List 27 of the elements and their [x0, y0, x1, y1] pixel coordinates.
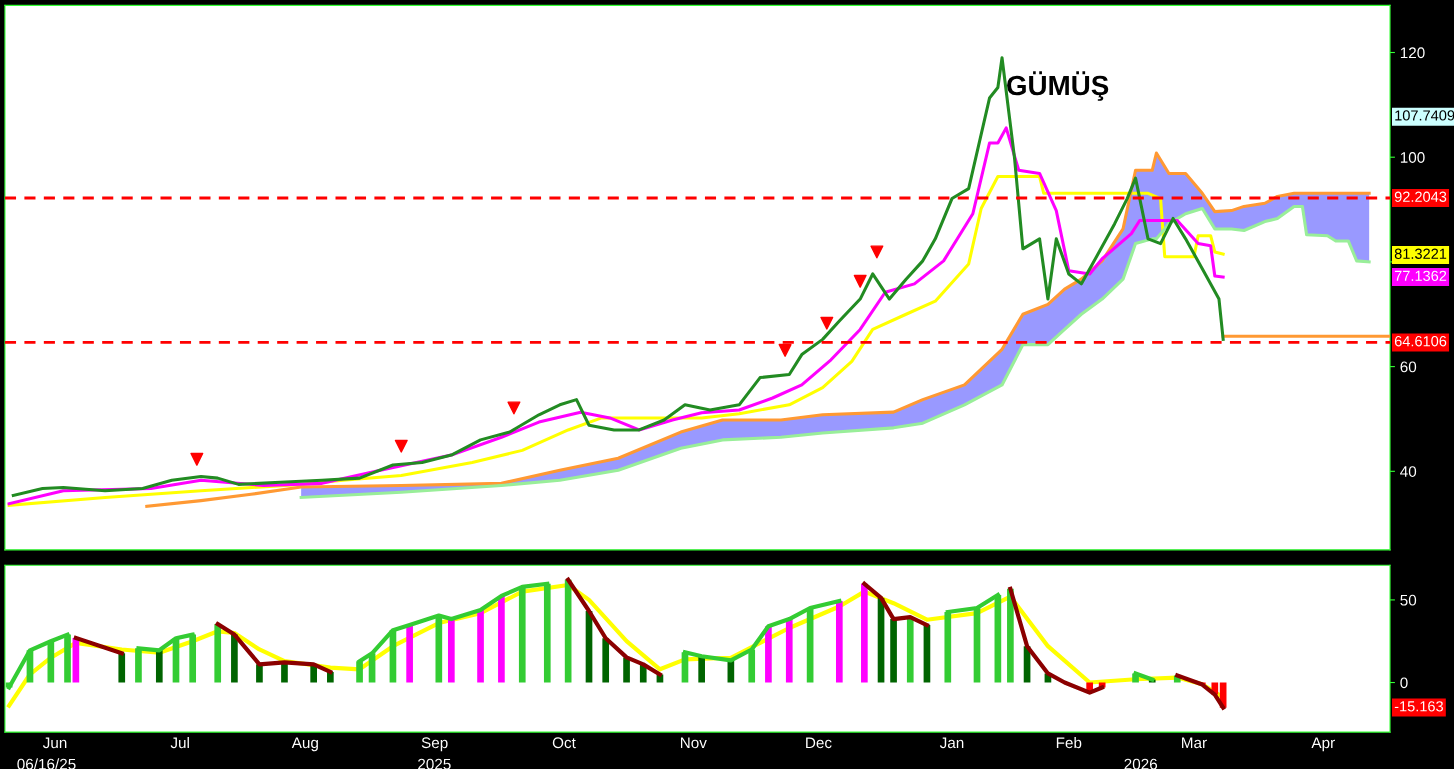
y-tick-label: 50 [1400, 594, 1417, 606]
x-tick-label: Jan [939, 737, 964, 749]
x-tick-label: Jun [42, 737, 67, 749]
x-tick-label: Oct [552, 737, 576, 749]
text: 06/16/25 [17, 758, 76, 769]
x-tick-label: Aug [291, 737, 318, 752]
text: 81.3221 [1394, 248, 1447, 259]
y-tick-label: 40 [1400, 466, 1417, 477]
x-tick-label: Feb [1056, 736, 1082, 749]
y-tick-label: 0 [1400, 677, 1408, 689]
x-tick-label: Jul [170, 736, 189, 749]
x-tick-label: Apr [1311, 737, 1335, 752]
x-tick-label: Dec [806, 737, 832, 749]
text: 2026 [1124, 758, 1158, 769]
text: GÜMÜŞ [1007, 71, 1109, 101]
y-tick-label: 60 [1400, 361, 1417, 373]
text: -15.163 [1394, 701, 1443, 712]
text: 2025 [418, 758, 451, 769]
y-tick-label: 100 [1400, 152, 1425, 163]
x-tick-label: Nov [680, 737, 707, 749]
ref-line-label: 92.2043 [1394, 191, 1447, 202]
x-tick-label: Sep [421, 737, 448, 752]
x-tick-label: Mar [1182, 737, 1207, 749]
text: 107.7409 [1395, 110, 1454, 121]
text: 77.1362 [1394, 270, 1447, 281]
ref-line-label: 64.6106 [1394, 336, 1447, 347]
y-tick-label: 120 [1400, 47, 1425, 59]
